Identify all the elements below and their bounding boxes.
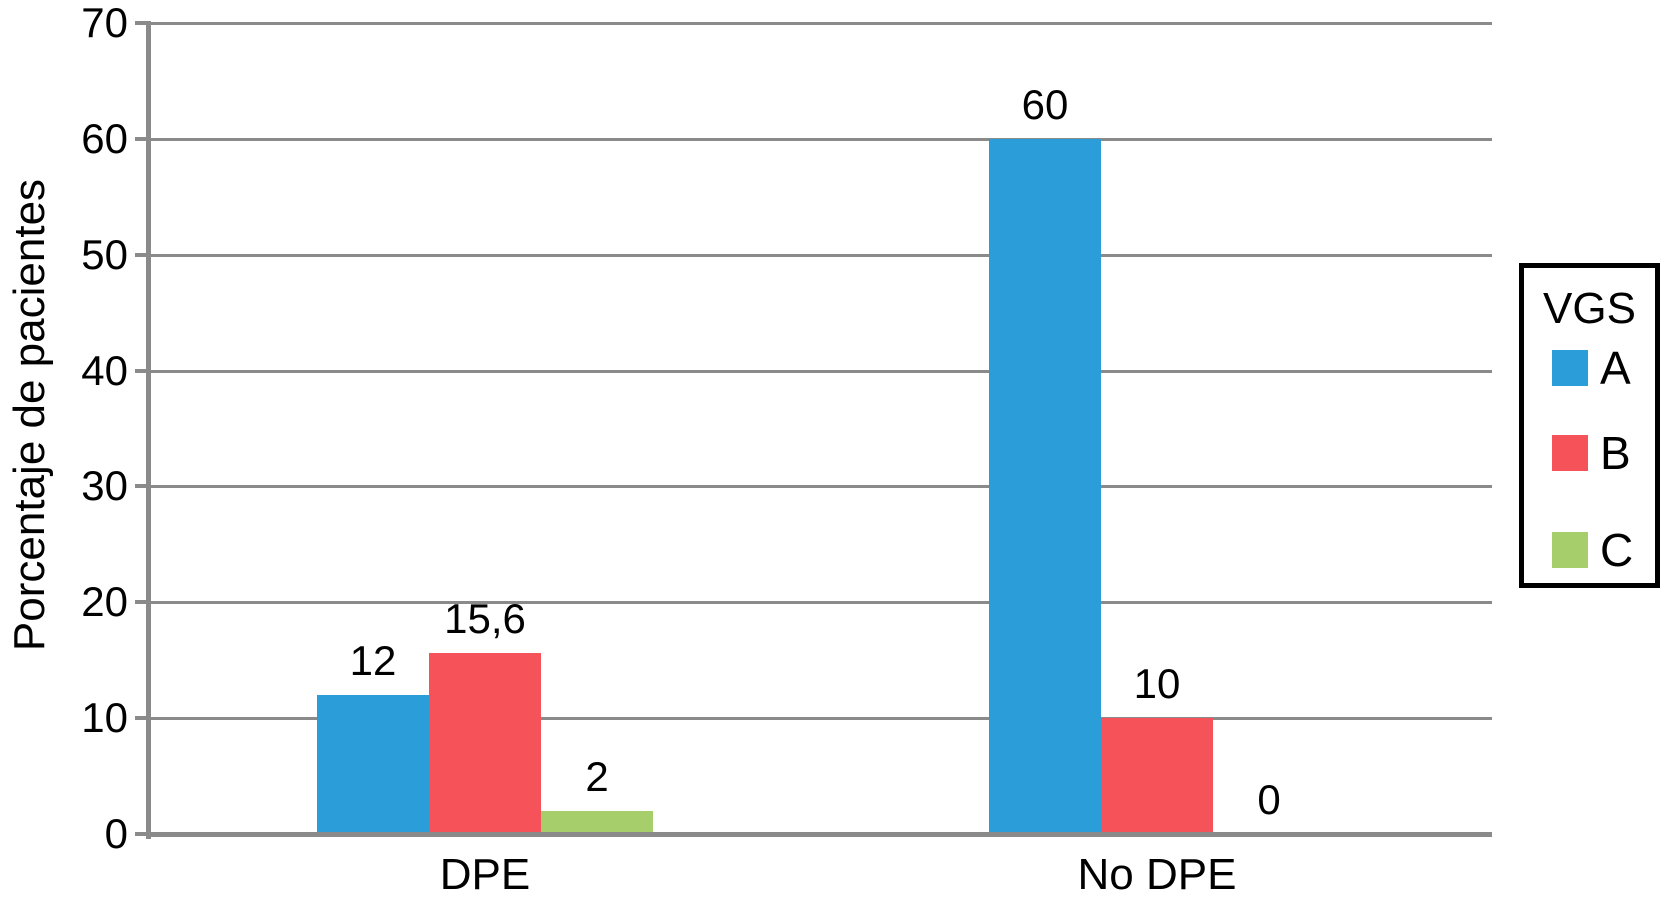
gridline-40 [150, 369, 1492, 373]
category-label-1: No DPE [1077, 850, 1237, 899]
legend-label-a: A [1600, 342, 1631, 394]
y-tick-40 [135, 368, 150, 373]
value-label-a-0: 12 [349, 636, 397, 684]
legend-title: VGS [1543, 284, 1636, 333]
y-tick-10 [135, 716, 150, 721]
legend-label-c: C [1600, 524, 1634, 576]
y-tick-0 [135, 832, 150, 836]
value-label-b-0: 15,6 [444, 595, 526, 643]
y-tick-label-50: 50 [81, 230, 128, 278]
gridline-50 [150, 253, 1492, 257]
value-label-a-1: 60 [1021, 80, 1069, 128]
y-tick-label-40: 40 [81, 346, 128, 394]
legend-swatch-b [1552, 435, 1588, 471]
bar-a-0 [317, 694, 429, 834]
gridline-30 [150, 485, 1492, 489]
bar-c-0 [541, 810, 653, 834]
y-tick-label-20: 20 [81, 578, 128, 626]
category-label-0: DPE [439, 850, 531, 899]
y-tick-label-30: 30 [81, 462, 128, 510]
x-axis-line [150, 832, 1492, 837]
bar-a-1 [989, 138, 1101, 834]
value-label-b-1: 10 [1133, 660, 1181, 708]
y-tick-20 [135, 600, 150, 605]
legend: VGS A B C [1519, 263, 1660, 588]
legend-label-b: B [1600, 427, 1631, 479]
gridline-10 [150, 717, 1492, 721]
bar-b-0 [429, 653, 541, 834]
y-tick-70 [135, 21, 150, 25]
legend-swatch-a [1552, 350, 1588, 386]
value-label-c-0: 2 [585, 752, 609, 800]
y-tick-label-10: 10 [81, 694, 128, 742]
y-tick-60 [135, 136, 150, 141]
y-axis-line [146, 21, 151, 839]
gridline-60 [150, 137, 1492, 141]
y-tick-50 [135, 252, 150, 257]
y-tick-30 [135, 484, 150, 489]
gridline-70 [150, 22, 1492, 25]
gridline-20 [150, 601, 1492, 605]
y-tick-label-70: 70 [81, 0, 128, 46]
y-tick-label-0: 0 [104, 810, 128, 857]
legend-swatch-c [1552, 532, 1588, 568]
value-label-c-1: 0 [1257, 776, 1281, 823]
bar-b-1 [1101, 718, 1213, 834]
y-tick-label-60: 60 [81, 114, 128, 162]
